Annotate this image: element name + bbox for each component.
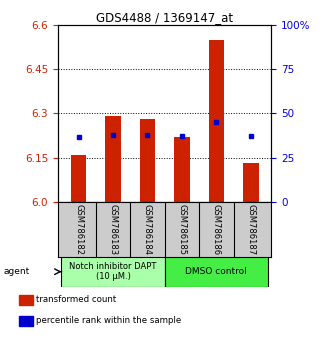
Bar	[105, 116, 121, 202]
FancyBboxPatch shape	[165, 257, 268, 287]
Text: GSM786186: GSM786186	[212, 204, 221, 255]
Text: GSM786187: GSM786187	[246, 204, 255, 255]
FancyBboxPatch shape	[61, 257, 165, 287]
Text: agent: agent	[3, 267, 29, 276]
Text: percentile rank within the sample: percentile rank within the sample	[36, 316, 181, 325]
Bar	[71, 155, 86, 202]
Bar	[243, 164, 259, 202]
Text: GSM786182: GSM786182	[74, 204, 83, 255]
Title: GDS4488 / 1369147_at: GDS4488 / 1369147_at	[96, 11, 233, 24]
Text: GSM786184: GSM786184	[143, 204, 152, 255]
Text: DMSO control: DMSO control	[185, 267, 247, 276]
Bar	[174, 137, 190, 202]
Text: GSM786183: GSM786183	[109, 204, 118, 255]
Text: Notch inhibitor DAPT
(10 μM.): Notch inhibitor DAPT (10 μM.)	[69, 262, 157, 281]
Bar	[19, 295, 33, 305]
Text: transformed count: transformed count	[36, 295, 116, 304]
Bar	[209, 40, 224, 202]
Bar	[19, 316, 33, 326]
Text: GSM786185: GSM786185	[177, 204, 186, 255]
Bar	[140, 119, 155, 202]
